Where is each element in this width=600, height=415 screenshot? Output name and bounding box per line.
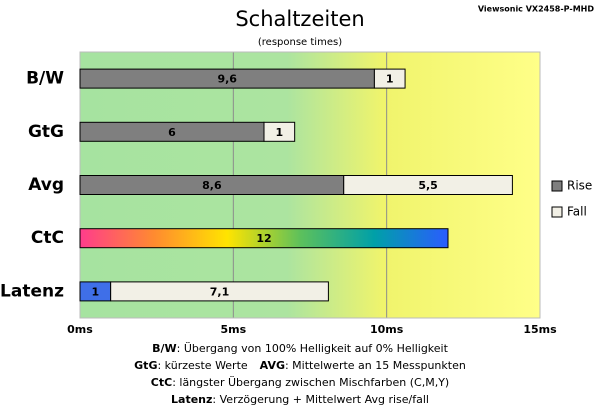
note-term: Latenz	[171, 393, 212, 406]
y-tick-label: GtG	[28, 122, 64, 142]
data-label: 9,6	[217, 73, 237, 86]
note-text: : kürzeste Werte	[157, 359, 247, 372]
legend-swatch	[551, 180, 563, 192]
data-label: 1	[276, 126, 284, 139]
note: Latenz: Verzögerung + Mittelwert Avg ris…	[171, 393, 429, 406]
bar	[373, 68, 406, 89]
legend-swatch	[551, 206, 563, 218]
bar	[110, 281, 329, 302]
data-label: 7,1	[210, 285, 230, 298]
x-tick-label: 15ms	[523, 323, 557, 336]
source: Viewsonic VX2458-P-MHD	[478, 5, 594, 14]
note-text: : Übergang von 100% Helligkeit auf 0% He…	[177, 342, 449, 355]
note: CtC: längster Übergang zwischen Mischfar…	[151, 376, 449, 389]
y-tick-label: B/W	[26, 69, 64, 89]
x-tick-label: 5ms	[220, 323, 246, 336]
bar	[263, 121, 296, 142]
y-tick-label: Avg	[28, 175, 64, 195]
note-term: CtC	[151, 376, 172, 389]
chart-title: Schaltzeiten	[235, 7, 364, 31]
note-term: AVG	[260, 359, 285, 372]
note: B/W: Übergang von 100% Helligkeit auf 0%…	[152, 342, 449, 355]
x-tick-label: 0ms	[67, 323, 93, 336]
data-label: 12	[256, 232, 271, 245]
data-label: 1	[386, 73, 394, 86]
data-label: 6	[168, 126, 176, 139]
note-text: : längster Übergang zwischen Mischfarben…	[172, 376, 449, 389]
legend-label: Rise	[567, 179, 592, 193]
legend-label: Fall	[567, 205, 587, 219]
note: GtG: kürzeste Werte AVG: Mittelwerte an 1…	[134, 359, 466, 372]
data-label: 1	[92, 285, 100, 298]
note-term: GtG	[134, 359, 157, 372]
note-term: B/W	[152, 342, 177, 355]
chart-subtitle: (response times)	[258, 37, 342, 48]
y-tick-label: Latenz	[0, 281, 64, 301]
bar	[343, 175, 513, 195]
note-text: : Mittelwerte an 15 Messpunkten	[285, 359, 466, 372]
x-tick-label: 10ms	[370, 323, 404, 336]
data-label: 5,5	[418, 179, 438, 192]
y-tick-label: CtC	[31, 228, 64, 248]
note-text: : Verzögerung + Mittelwert Avg rise/fall	[212, 393, 429, 406]
bar	[79, 228, 449, 249]
data-label: 8,6	[202, 179, 222, 192]
